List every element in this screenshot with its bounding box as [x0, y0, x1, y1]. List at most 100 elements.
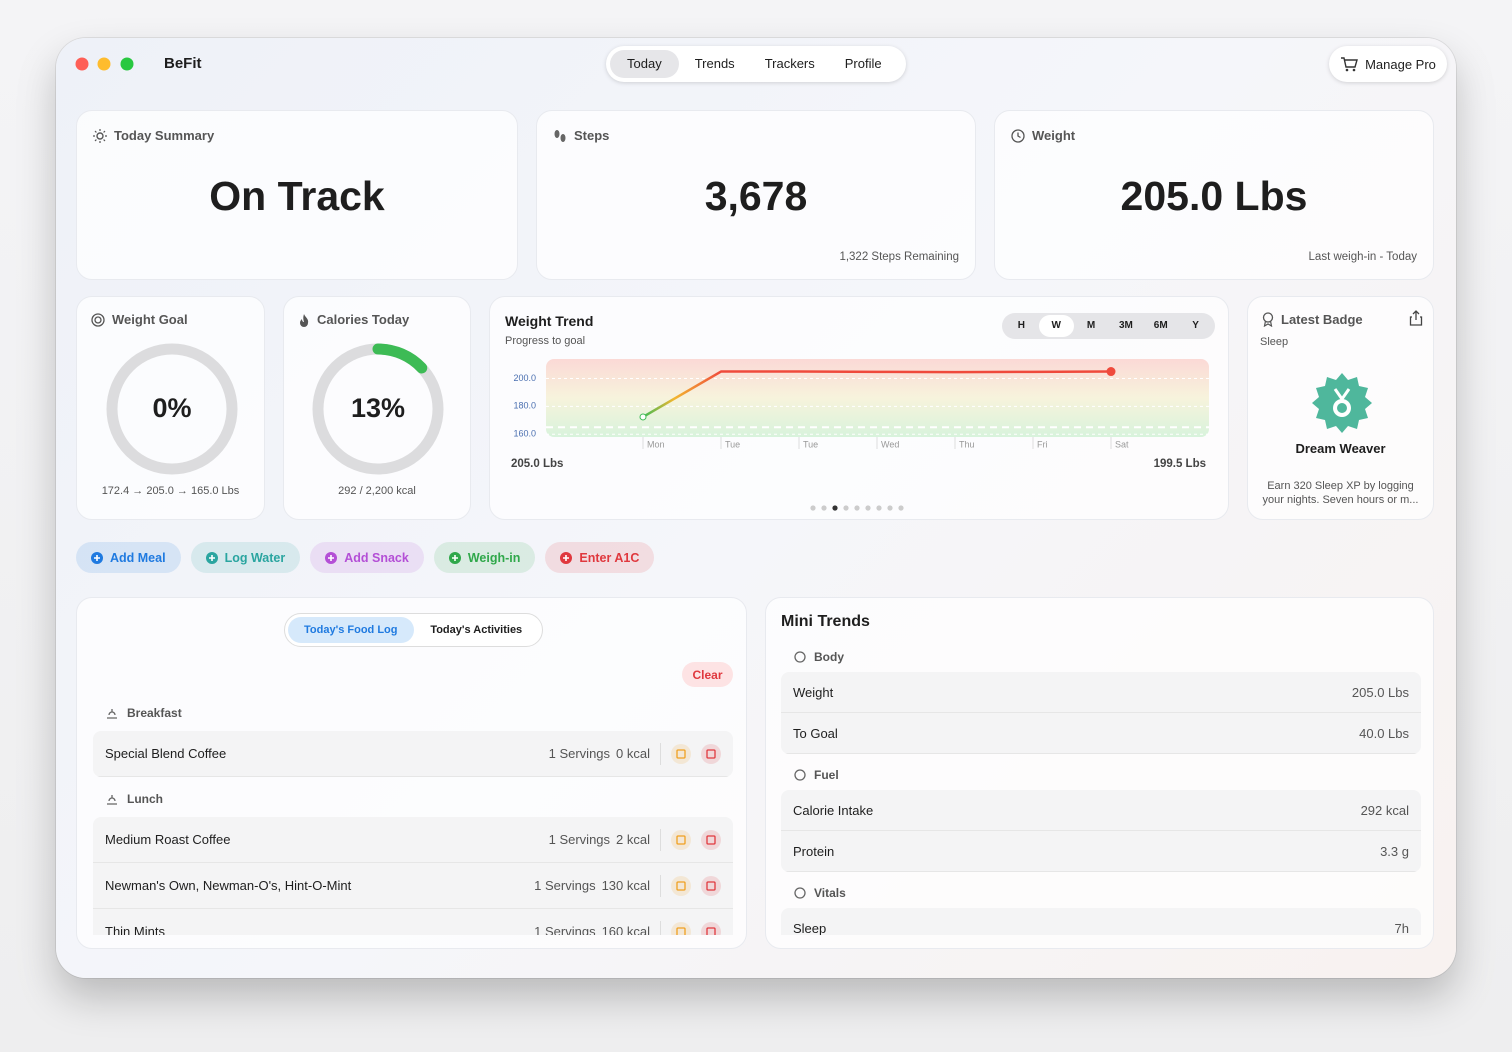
minimize-button[interactable]	[97, 57, 111, 71]
icon-glyph	[706, 748, 716, 759]
food-kcal: 130 kcal	[602, 874, 661, 897]
food-item-row[interactable]: Special Blend Coffee 1 Servings 0 kcal	[93, 731, 733, 777]
quick-action-button[interactable]: Log Water	[190, 542, 301, 573]
range-option[interactable]: 3M	[1118, 320, 1133, 331]
x-tick-label: Sat	[1115, 439, 1129, 449]
food-servings: 1 Servings	[548, 746, 611, 761]
section-header: Fuel	[781, 760, 1421, 790]
quick-action-button[interactable]: Add Meal	[76, 542, 181, 573]
tab[interactable]: Trackers	[764, 56, 815, 71]
food-name: Medium Roast Coffee	[105, 832, 231, 847]
steps-value: 3,678	[704, 173, 808, 219]
food-item-row[interactable]: Newman's Own, Newman-O's, Hint-O-Mint 1 S…	[93, 863, 733, 909]
manage-pro-button[interactable]: Manage Pro	[1329, 46, 1447, 82]
range-option[interactable]: M	[1086, 320, 1096, 331]
section-header: Body	[781, 642, 1421, 672]
x-tick-label: Fri	[1037, 439, 1048, 449]
range-option[interactable]: W	[1038, 315, 1074, 337]
edit-button[interactable]	[671, 743, 691, 764]
tab[interactable]: Profile	[844, 56, 882, 71]
range-option[interactable]: Y	[1192, 320, 1199, 331]
badge-category: Sleep	[1260, 336, 1289, 348]
icon-bg	[671, 743, 691, 764]
weight-goal-label: Weight Goal	[112, 312, 188, 327]
weight-trend-card: Weight Trend Progress to goal H W M 3M 6M Y 2…	[489, 296, 1229, 520]
delete-button[interactable]	[701, 743, 721, 764]
plus-icon	[325, 551, 338, 564]
section-name: Fuel	[814, 768, 839, 782]
food-kcal: 160 kcal	[602, 920, 661, 935]
icon-bg	[671, 921, 691, 935]
quick-action-label: Add Meal	[110, 550, 166, 565]
trend-row: Protein 3.3 g	[781, 831, 1421, 872]
mini-trends-list: Body Weight 205.0 Lbs To Goal 40.0 Lbs Fuel Ca…	[781, 642, 1421, 935]
summary-card: Today Summary On Track	[76, 110, 518, 280]
trend-row: Calorie Intake 292 kcal	[781, 790, 1421, 831]
quick-action-button[interactable]: Weigh-in	[433, 542, 536, 573]
food-item-row[interactable]: Thin Mints 1 Servings 160 kcal	[93, 909, 733, 935]
manage-pro-label: Manage Pro	[1365, 56, 1436, 72]
icon-glyph	[676, 926, 686, 935]
close-button[interactable]	[75, 57, 89, 71]
meal-header: Breakfast	[93, 695, 733, 731]
food-kcal: 2 kcal	[616, 828, 661, 851]
start-point	[639, 413, 647, 421]
icon-glyph	[706, 880, 716, 891]
trend-value: 292 kcal	[1360, 802, 1409, 818]
flame-icon	[300, 313, 309, 327]
calories-label: Calories Today	[317, 312, 410, 327]
target-icon	[91, 312, 105, 327]
edit-button[interactable]	[671, 875, 691, 896]
x-tick-label: Thu	[959, 439, 975, 449]
edit-button[interactable]	[671, 829, 691, 850]
icon-plus	[208, 554, 215, 561]
quick-actions: Add Meal Log Water Add Snack Weigh-in Enter …	[76, 542, 655, 573]
x-tick-label: Tue	[725, 439, 740, 449]
quick-action-button[interactable]: Add Snack	[310, 542, 424, 573]
zoom-button[interactable]	[120, 57, 134, 71]
meal-icon	[107, 795, 117, 805]
range-option[interactable]: H	[1017, 320, 1026, 331]
icon-bg	[701, 875, 721, 896]
trend-value: 7h	[1394, 920, 1409, 936]
delete-button[interactable]	[701, 875, 721, 896]
weight-goal-card: Weight Goal 0% 172.4 → 205.0 → 165.0 Lbs	[76, 296, 265, 520]
clock-icon	[1011, 128, 1025, 143]
segment[interactable]: Today's Food Log	[288, 617, 414, 643]
meal-header: Lunch	[93, 781, 733, 817]
tab[interactable]: Trends	[694, 56, 735, 71]
icon-plus	[563, 554, 570, 561]
quick-action-button[interactable]: Enter A1C	[545, 542, 655, 573]
range-selector: H W M 3M 6M Y	[1002, 313, 1215, 339]
food-item-row[interactable]: Medium Roast Coffee 1 Servings 2 kcal	[93, 817, 733, 863]
trend-label: Calorie Intake	[793, 802, 874, 818]
plus-icon	[560, 551, 573, 564]
quick-action-label: Add Snack	[344, 550, 409, 565]
section-name: Body	[814, 650, 844, 664]
quick-action-label: Weigh-in	[467, 550, 521, 565]
trend-row: Sleep 7h	[781, 908, 1421, 935]
y-tick-label: 160.0	[513, 429, 536, 439]
icon-glyph	[706, 834, 716, 845]
range-option[interactable]: 6M	[1153, 320, 1168, 331]
clear-button[interactable]: Clear	[682, 662, 733, 687]
meal-items: Medium Roast Coffee 1 Servings 2 kcal Newma…	[93, 817, 733, 935]
meal-items: Special Blend Coffee 1 Servings 0 kcal	[93, 731, 733, 777]
steps-label: Steps	[574, 128, 610, 143]
weight-header: Weight	[1011, 128, 1075, 143]
edit-button[interactable]	[671, 921, 691, 936]
delete-button[interactable]	[701, 921, 721, 936]
section-rows: Calorie Intake 292 kcal Protein 3.3 g	[781, 790, 1421, 872]
meal-icon	[107, 709, 117, 719]
segment[interactable]: Today's Activities	[430, 624, 523, 636]
delete-button[interactable]	[701, 829, 721, 850]
page-dots	[810, 505, 904, 511]
section-icon	[794, 887, 806, 899]
trend-title: Weight Trend	[505, 313, 594, 329]
section-header: Vitals	[781, 878, 1421, 908]
app-window: BeFit Today Trends Trackers Profile Manage …	[56, 38, 1456, 978]
share-button[interactable]	[1409, 310, 1423, 326]
quick-action-label: Log Water	[224, 550, 286, 565]
tab[interactable]: Today	[610, 50, 679, 78]
sun-icon	[93, 128, 107, 143]
